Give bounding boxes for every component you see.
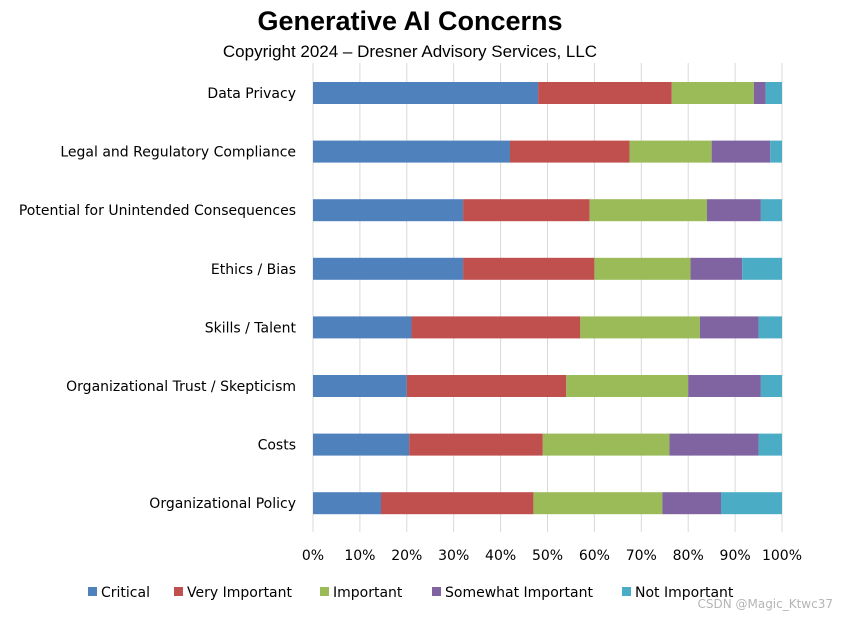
bar-segment [538,82,672,104]
legend-label: Somewhat Important [445,585,593,601]
legend-label: Critical [101,585,150,601]
bar-segment [699,316,759,339]
bar-segment [509,140,630,163]
legend-swatch [320,587,329,596]
legend-swatch [622,587,631,596]
legend-label: Important [333,585,403,601]
bar-segment [313,257,464,280]
bar-segment [688,375,761,397]
bar-segment [542,433,670,456]
category-label: Skills / Talent [205,320,297,336]
bar-segment [589,199,707,222]
x-tick-label: 0% [302,548,324,564]
bar-segment [690,257,743,280]
legend-swatch [174,587,183,596]
bar-segment [753,82,766,104]
category-label: Ethics / Bias [211,262,296,278]
bar-segment [409,433,543,456]
bar-segment [765,82,782,104]
bar-segment [669,433,759,456]
bar-segment [313,140,510,163]
legend: Critical Very Important Important Somewhat … [88,585,734,601]
bar-segment [770,140,782,163]
bar-segment [313,82,539,104]
x-tick-label: 20% [391,548,422,564]
bar-segment [406,375,567,397]
bar-segment [411,316,581,339]
bars [313,82,782,515]
x-tick-label: 80% [673,548,704,564]
bar-segment [711,140,771,163]
bar-segment [313,199,464,222]
x-tick-label: 60% [579,548,610,564]
legend-swatch [432,587,441,596]
bar-segment [313,375,407,397]
bar-segment [533,492,663,515]
bar-segment [671,82,754,104]
x-tick-label: 70% [626,548,657,564]
x-tick-label: 30% [438,548,469,564]
watermark: CSDN @Magic_Ktwc37 [697,597,833,611]
category-label: Organizational Policy [149,496,296,512]
bar-segment [313,492,382,515]
x-axis-ticks: 0% 10% 20% 30% 40% 50% 60% 70% 80% 90% 100% [302,548,802,564]
legend-label: Not Important [635,585,734,601]
bar-segment [760,375,782,397]
bar-segment [313,433,410,456]
bar-segment [580,316,700,339]
bar-segment [566,375,689,397]
bar-segment [706,199,761,222]
bar-segment [629,140,712,163]
bar-segment [758,433,782,456]
bar-segment [594,257,691,280]
bar-segment [758,316,782,339]
category-labels: Data Privacy Legal and Regulatory Complia… [19,86,297,512]
legend-label: Very Important [187,585,293,601]
bar-segment [742,257,782,280]
bar-segment [463,199,590,222]
bar-segment [662,492,722,515]
x-tick-label: 90% [720,548,751,564]
chart-subtitle: Copyright 2024 – Dresner Advisory Servic… [222,42,598,61]
x-tick-label: 50% [532,548,563,564]
legend-swatch [88,587,97,596]
bar-segment [760,199,782,222]
x-tick-label: 10% [344,548,375,564]
gridlines [312,63,783,532]
category-label: Legal and Regulatory Compliance [60,145,296,161]
bar-segment [313,316,412,339]
category-label: Costs [258,438,296,454]
category-label: Data Privacy [207,86,296,102]
x-tick-label: 40% [485,548,516,564]
bar-segment [721,492,782,515]
x-tick-label: 100% [762,548,802,564]
chart-title: Generative AI Concerns [257,6,563,36]
category-label: Organizational Trust / Skepticism [66,379,296,395]
category-label: Potential for Unintended Consequences [19,203,296,219]
bar-segment [381,492,534,515]
bar-segment [463,257,595,280]
